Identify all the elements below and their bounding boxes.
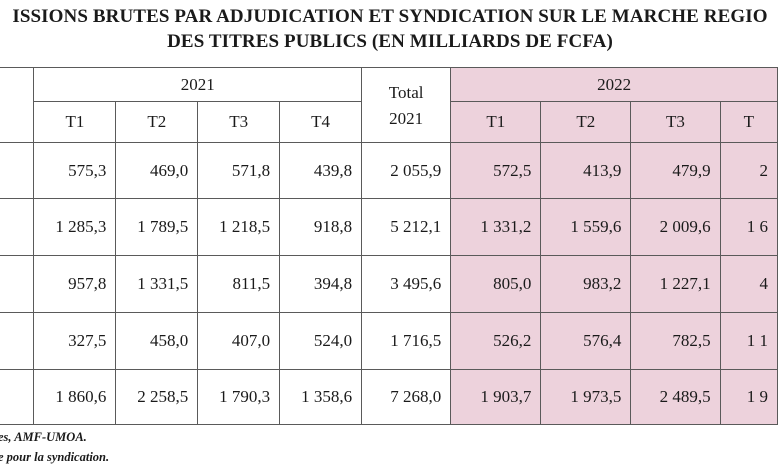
value-cell-2021: 2 258,5 — [115, 369, 199, 425]
value-cell-2022: 1 9 — [719, 369, 779, 425]
header-blank-cell — [0, 67, 35, 143]
value-cell-2021: 469,0 — [115, 142, 199, 199]
header-row-quarters: T1 T2 T3 T4 T1 T2 T3 T — [0, 101, 779, 143]
value-cell-2022: 413,9 — [540, 142, 632, 199]
value-cell-2021: 1 790,3 — [197, 369, 281, 425]
footnote: e pour la syndication. — [0, 450, 110, 464]
value-cell-2022: 805,0 — [450, 255, 542, 313]
value-cell-2021: 1 331,5 — [115, 255, 199, 313]
quarter-2022-header: T2 — [540, 101, 632, 143]
value-cell-2022: 526,2 — [450, 312, 542, 370]
total-2021-cell: 7 268,0 — [361, 369, 452, 425]
value-cell-2022: 4 — [719, 255, 779, 313]
value-cell-2022: 983,2 — [540, 255, 632, 313]
source-note: es, AMF-UMOA. — [0, 430, 87, 444]
table-row: 957,8 1 331,5 811,5 394,8 3 495,6 805,0 … — [0, 255, 779, 313]
quarter-2022-header: T3 — [630, 101, 721, 143]
value-cell-2021: 407,0 — [197, 312, 281, 370]
quarter-2021-header: T2 — [115, 101, 199, 143]
value-cell-2022: 1 1 — [719, 312, 779, 370]
total-2021-cell: 1 716,5 — [361, 312, 452, 370]
table-row: 327,5 458,0 407,0 524,0 1 716,5 526,2 57… — [0, 312, 779, 370]
quarter-2022-header: T — [719, 101, 779, 143]
value-cell-2021: 571,8 — [197, 142, 281, 199]
value-cell-2022: 1 227,1 — [630, 255, 721, 313]
row-label-cell — [0, 312, 35, 370]
value-cell-2021: 439,8 — [279, 142, 363, 199]
header-row-years: 2021 Total 2021 2022 — [0, 67, 778, 143]
total-2021-cell: 3 495,6 — [361, 255, 452, 313]
value-cell-2021: 327,5 — [33, 312, 117, 370]
value-cell-2021: 458,0 — [115, 312, 199, 370]
quarter-2021-header: T4 — [279, 101, 363, 143]
total-2021-label-line-1: Total — [388, 83, 424, 102]
value-cell-2021: 1 218,5 — [197, 198, 281, 256]
row-label-cell — [0, 198, 35, 256]
row-label-cell — [0, 369, 35, 425]
year-2022-header: 2022 — [450, 67, 778, 102]
value-cell-2021: 524,0 — [279, 312, 363, 370]
value-cell-2022: 1 973,5 — [540, 369, 632, 425]
value-cell-2021: 1 789,5 — [115, 198, 199, 256]
value-cell-2022: 572,5 — [450, 142, 542, 199]
table-row: 1 285,3 1 789,5 1 218,5 918,8 5 212,1 1 … — [0, 198, 779, 256]
table-title-line-1: ISSIONS BRUTES PAR ADJUDICATION ET SYNDI… — [12, 6, 768, 27]
total-2021-cell: 2 055,9 — [361, 142, 452, 199]
row-label-cell — [0, 255, 35, 313]
value-cell-2022: 2 — [719, 142, 779, 199]
value-cell-2021: 811,5 — [197, 255, 281, 313]
value-cell-2021: 394,8 — [279, 255, 363, 313]
emissions-table: 2021 Total 2021 2022 T1 T2 T3 T4 T1 T2 T… — [0, 67, 779, 425]
quarter-2022-header: T1 — [450, 101, 542, 143]
value-cell-2022: 576,4 — [540, 312, 632, 370]
value-cell-2022: 2 009,6 — [630, 198, 721, 256]
value-cell-2022: 2 489,5 — [630, 369, 721, 425]
value-cell-2022: 1 6 — [719, 198, 779, 256]
value-cell-2022: 782,5 — [630, 312, 721, 370]
row-label-cell — [0, 142, 35, 199]
quarter-2021-header: T3 — [197, 101, 281, 143]
value-cell-2022: 1 903,7 — [450, 369, 542, 425]
value-cell-2021: 918,8 — [279, 198, 363, 256]
total-2021-cell: 5 212,1 — [361, 198, 452, 256]
value-cell-2021: 957,8 — [33, 255, 117, 313]
year-2021-header: 2021 — [33, 67, 363, 102]
value-cell-2022: 479,9 — [630, 142, 721, 199]
table-row: 1 860,6 2 258,5 1 790,3 1 358,6 7 268,0 … — [0, 369, 779, 425]
table-title-line-2: DES TITRES PUBLICS (EN MILLIARDS DE FCFA… — [167, 31, 613, 52]
value-cell-2022: 1 331,2 — [450, 198, 542, 256]
quarter-2021-header: T1 — [33, 101, 117, 143]
total-2021-label-line-2: 2021 — [389, 109, 424, 128]
value-cell-2021: 1 285,3 — [33, 198, 117, 256]
value-cell-2021: 575,3 — [33, 142, 117, 199]
table-row: 575,3 469,0 571,8 439,8 2 055,9 572,5 41… — [0, 142, 779, 199]
value-cell-2022: 1 559,6 — [540, 198, 632, 256]
value-cell-2021: 1 860,6 — [33, 369, 117, 425]
total-2021-header: Total 2021 — [361, 67, 452, 143]
value-cell-2021: 1 358,6 — [279, 369, 363, 425]
